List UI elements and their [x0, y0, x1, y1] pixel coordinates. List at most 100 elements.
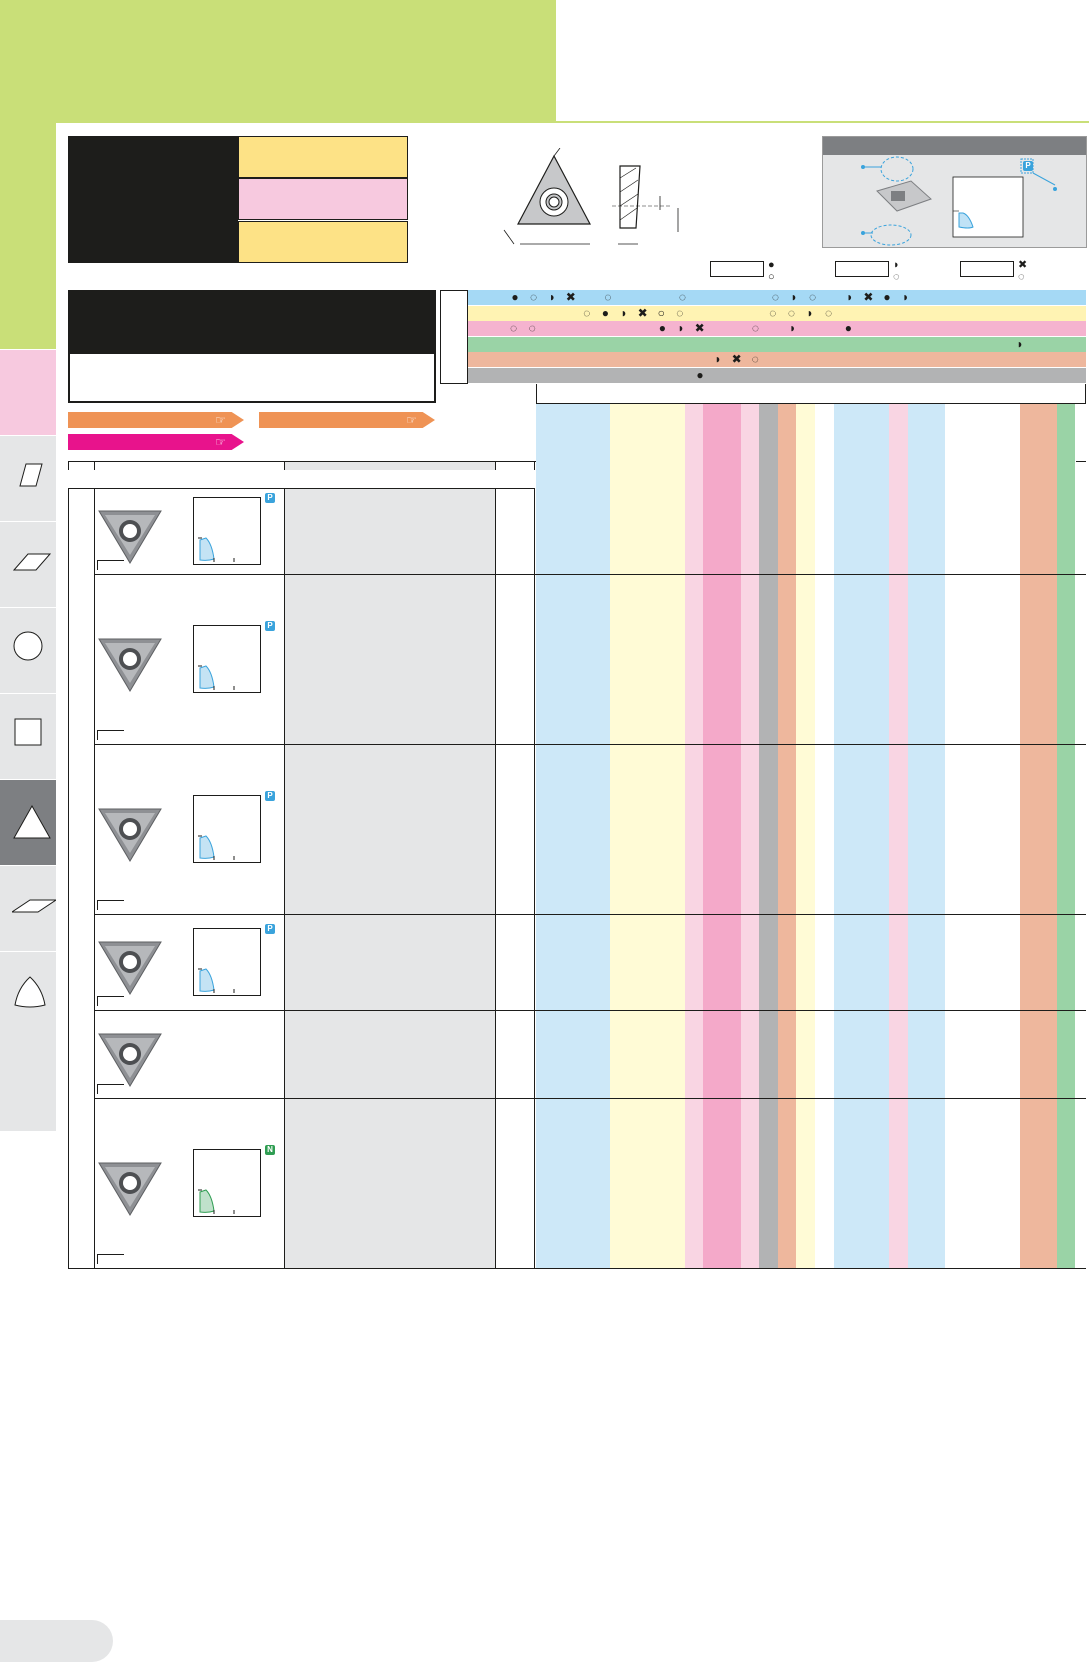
- row-divider: [94, 1010, 1086, 1011]
- grade-column: [684, 404, 705, 1268]
- tab-pink[interactable]: [0, 349, 56, 435]
- legend-sym-1b: ○: [768, 271, 775, 283]
- corner-mark: [97, 900, 124, 910]
- tab-round[interactable]: [0, 607, 56, 693]
- suitability-symbol: ●: [601, 305, 610, 320]
- grade-column: [554, 404, 575, 1268]
- tab-square[interactable]: [0, 693, 56, 779]
- legend-sym-3a: ✖: [1018, 259, 1028, 271]
- suitability-symbol: ●: [883, 290, 891, 304]
- insert-photo: [98, 1033, 162, 1087]
- note-box-header: [70, 292, 434, 354]
- suitability-symbol: ✖: [731, 352, 742, 366]
- suitability-symbol: ✖: [694, 321, 705, 335]
- legend-sym-2b: ◌: [893, 271, 900, 283]
- tab-rhombus-35[interactable]: [0, 865, 56, 951]
- reference-arrow-2[interactable]: ☞: [259, 412, 435, 428]
- note-box: [68, 290, 436, 403]
- tab-parallelogram-55[interactable]: [0, 521, 56, 607]
- suitability-symbol: ✖: [637, 305, 648, 320]
- reference-arrow-1[interactable]: ☞: [68, 412, 244, 428]
- grade-column: [1019, 404, 1040, 1268]
- diagram-illustration: [861, 156, 1057, 246]
- suitability-symbol: ◌: [528, 321, 536, 335]
- grade-column: [833, 404, 854, 1268]
- hand-pointer-icon: ☞: [215, 413, 226, 427]
- grade-column: [740, 404, 761, 1268]
- tab-trigon[interactable]: [0, 951, 56, 1051]
- suitability-symbol: ○: [657, 305, 665, 320]
- insert-row[interactable]: N: [95, 1098, 285, 1268]
- insert-drawing: [503, 148, 679, 245]
- grade-column: [945, 404, 965, 1268]
- suitability-symbol: ●: [696, 367, 704, 382]
- grade-column: [796, 404, 816, 1268]
- corner-mark: [97, 730, 124, 740]
- table-bottom-rule: [68, 1268, 1086, 1269]
- grade-column: [926, 404, 947, 1268]
- corner-mark: [97, 1254, 124, 1264]
- side-band: [0, 123, 56, 349]
- triangle-icon: [13, 804, 51, 839]
- legend-sym-3b: ◌: [1018, 271, 1025, 283]
- suitability-symbol: ◌: [769, 305, 777, 320]
- insert-table: [68, 461, 535, 1268]
- grade-column: [908, 404, 928, 1268]
- grade-column: [889, 404, 909, 1268]
- chipbreaker-badge: P: [265, 493, 275, 503]
- legend-sym-1a: ●: [768, 259, 775, 271]
- suitability-symbol: ●: [844, 321, 853, 335]
- insert-photo: [98, 1162, 162, 1216]
- insert-row[interactable]: P: [95, 744, 285, 914]
- insert-row[interactable]: P: [95, 488, 285, 574]
- insert-row[interactable]: P: [95, 574, 285, 744]
- material-row-label-column: [440, 290, 468, 384]
- rhombus-icon: [12, 553, 52, 571]
- suitability-symbol: ◌: [771, 290, 779, 304]
- suitability-symbol: ◗: [620, 305, 628, 320]
- suitability-symbol: ◌: [751, 321, 759, 335]
- suitability-symbol: ◌: [583, 305, 591, 320]
- suitability-symbol: ●: [658, 321, 667, 335]
- insert-row[interactable]: P: [95, 914, 285, 1010]
- chip-control-chart: [193, 928, 261, 996]
- grade-column: [629, 404, 649, 1268]
- insert-row[interactable]: [95, 1010, 285, 1098]
- legend-box-3: [960, 261, 1014, 277]
- header-rule: [556, 121, 1089, 123]
- circle-icon: [13, 631, 43, 661]
- suitability-symbol: ◗: [806, 305, 814, 320]
- material-row-k: ◌ ◌ ● ◗ ✖ ◌ ◗ ●: [468, 321, 1086, 337]
- suitability-symbol: ◗: [1016, 336, 1024, 351]
- grade-column: [870, 404, 891, 1268]
- square-icon: [14, 718, 42, 746]
- reference-arrow-3[interactable]: ☞: [68, 434, 244, 450]
- insert-photo: [98, 941, 162, 995]
- suitability-symbol: ◌: [809, 290, 817, 304]
- spec-row-1: [238, 136, 408, 178]
- tab-parallelogram-80[interactable]: [0, 435, 56, 521]
- suitability-symbol: ●: [511, 290, 519, 304]
- grade-columns: [536, 404, 1086, 1268]
- suitability-symbol: ✖: [565, 290, 576, 304]
- tab-triangle[interactable]: [0, 779, 56, 865]
- grade-column: [536, 404, 556, 1268]
- corner-mark: [97, 1084, 124, 1094]
- grade-column: [982, 404, 1002, 1268]
- material-row-p: ● ◌ ◗ ✖ ◌ ◌ ◌ ◗ ◌ ◗ ✖ ● ◗: [468, 290, 1086, 306]
- hand-pointer-icon: ☞: [215, 435, 226, 449]
- material-row-n: ◗: [468, 336, 1086, 353]
- side-filler: [0, 1051, 56, 1131]
- grade-column: [722, 404, 742, 1268]
- hand-pointer-icon: ☞: [406, 413, 417, 427]
- suitability-symbol: ◗: [714, 352, 722, 366]
- chipbreaker-badge: P: [265, 924, 275, 934]
- grade-column: [963, 404, 984, 1268]
- corner-mark: [97, 996, 124, 1006]
- suitability-symbol: ◌: [676, 305, 684, 320]
- row-divider: [94, 574, 1086, 575]
- grade-column: [591, 404, 612, 1268]
- grade-column: [815, 404, 835, 1268]
- header-band: [0, 0, 556, 123]
- suitability-symbol: ◌: [751, 352, 759, 366]
